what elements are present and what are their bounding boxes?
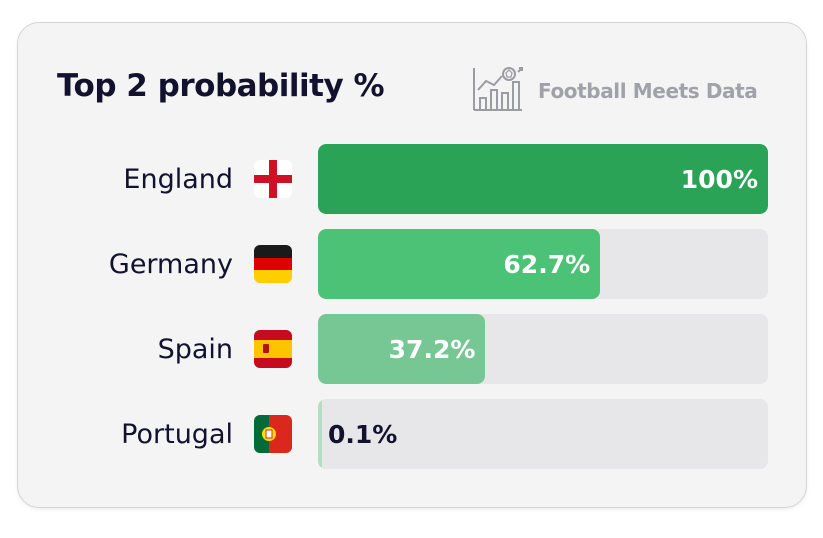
germany-flag-icon bbox=[254, 245, 292, 283]
bar-track bbox=[318, 229, 768, 299]
category-label: England bbox=[123, 163, 233, 195]
portugal-flag-icon bbox=[254, 415, 292, 453]
bar-row-spain: Spain 37.2% bbox=[0, 314, 823, 384]
brand-name: Football Meets Data bbox=[538, 79, 758, 103]
bar bbox=[318, 399, 322, 469]
bar bbox=[318, 229, 601, 299]
bar-track bbox=[318, 314, 768, 384]
category-label: Spain bbox=[157, 333, 233, 365]
category-label: Portugal bbox=[121, 418, 233, 450]
bar-track bbox=[318, 144, 768, 214]
bar-track bbox=[318, 399, 768, 469]
category-label: Germany bbox=[108, 248, 233, 280]
spain-flag-icon bbox=[254, 330, 292, 368]
bar-row-england: England 100% bbox=[0, 144, 823, 214]
bar bbox=[318, 314, 486, 384]
bar-row-germany: Germany 62.7% bbox=[0, 229, 823, 299]
bar bbox=[318, 144, 768, 214]
brand-logo: Football Meets Data bbox=[472, 66, 758, 116]
england-flag-icon bbox=[254, 160, 292, 198]
chart-title: Top 2 probability % bbox=[57, 68, 385, 104]
value-label: 62.7% bbox=[503, 249, 591, 279]
value-label: 0.1% bbox=[328, 419, 398, 449]
value-label: 37.2% bbox=[388, 334, 476, 364]
bar-row-portugal: Portugal 0.1% bbox=[0, 399, 823, 469]
chart-football-logo-icon bbox=[472, 66, 524, 116]
value-label: 100% bbox=[680, 164, 758, 194]
